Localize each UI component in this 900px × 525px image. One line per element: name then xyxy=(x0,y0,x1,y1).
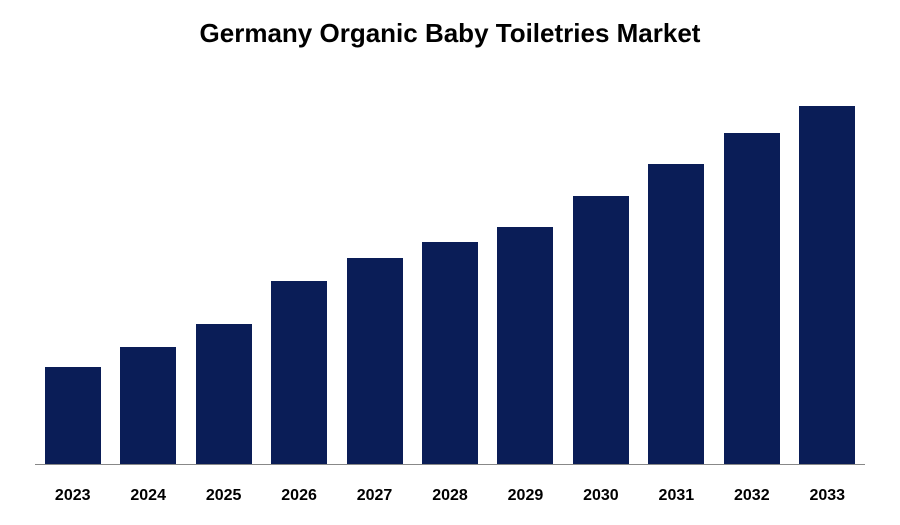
x-label-2023: 2023 xyxy=(45,487,101,505)
bar-2031 xyxy=(648,164,704,464)
x-label-2032: 2032 xyxy=(724,487,780,505)
bar-2027 xyxy=(347,258,403,464)
x-label-2024: 2024 xyxy=(120,487,176,505)
bar-2030 xyxy=(573,196,629,464)
bar-2029 xyxy=(497,227,553,464)
x-label-2030: 2030 xyxy=(573,487,629,505)
x-label-2026: 2026 xyxy=(271,487,327,505)
bar-2024 xyxy=(120,347,176,464)
x-label-2025: 2025 xyxy=(196,487,252,505)
x-label-2033: 2033 xyxy=(799,487,855,505)
bar-2028 xyxy=(422,242,478,464)
chart-title: Germany Organic Baby Toiletries Market xyxy=(0,0,900,49)
bar-2026 xyxy=(271,281,327,464)
chart-plot-area xyxy=(35,75,865,465)
x-label-2029: 2029 xyxy=(497,487,553,505)
x-label-2031: 2031 xyxy=(648,487,704,505)
bar-2032 xyxy=(724,133,780,464)
x-label-2027: 2027 xyxy=(347,487,403,505)
bar-2023 xyxy=(45,367,101,464)
x-label-2028: 2028 xyxy=(422,487,478,505)
bar-2025 xyxy=(196,324,252,464)
bar-2033 xyxy=(799,106,855,464)
x-axis-labels: 2023 2024 2025 2026 2027 2028 2029 2030 … xyxy=(35,487,865,505)
